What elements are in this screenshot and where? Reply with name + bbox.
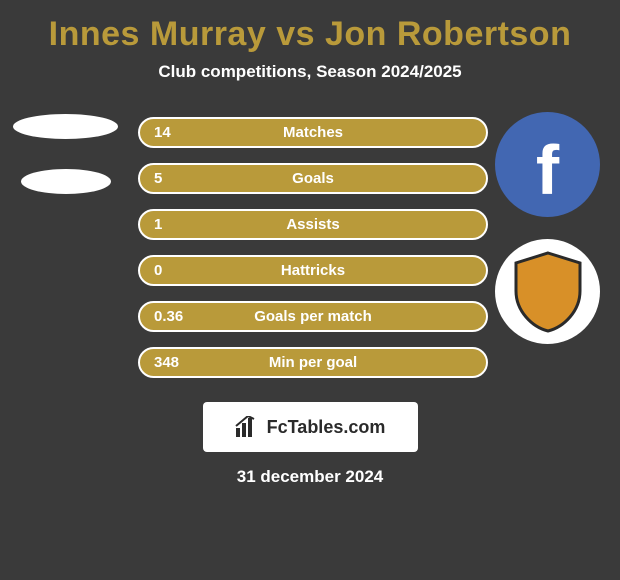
player-avatar bbox=[13, 114, 118, 139]
stat-bar-assists: 1 Assists bbox=[138, 209, 488, 240]
stat-value: 14 bbox=[154, 124, 171, 141]
page-title: Innes Murray vs Jon Robertson bbox=[0, 15, 620, 54]
stats-area: f 14 Matches 5 Goals 1 Assists bbox=[0, 117, 620, 387]
stat-value: 0.36 bbox=[154, 308, 183, 325]
stat-value: 5 bbox=[154, 170, 162, 187]
comparison-card: Innes Murray vs Jon Robertson Club compe… bbox=[0, 0, 620, 580]
stat-bars: 14 Matches 5 Goals 1 Assists 0 Hattricks… bbox=[138, 117, 488, 378]
stat-label: Matches bbox=[140, 124, 486, 141]
stat-label: Hattricks bbox=[140, 262, 486, 279]
stat-label: Goals bbox=[140, 170, 486, 187]
player-avatar bbox=[21, 169, 111, 194]
brand-text: FcTables.com bbox=[267, 417, 386, 438]
stat-bar-mpg: 348 Min per goal bbox=[138, 347, 488, 378]
stat-value: 348 bbox=[154, 354, 179, 371]
stat-value: 1 bbox=[154, 216, 162, 233]
stat-label: Assists bbox=[140, 216, 486, 233]
chart-icon bbox=[235, 416, 261, 438]
shield-icon bbox=[512, 251, 584, 333]
club-badge-icon bbox=[495, 239, 600, 344]
footer-date: 31 december 2024 bbox=[0, 467, 620, 487]
stat-bar-hattricks: 0 Hattricks bbox=[138, 255, 488, 286]
stat-label: Goals per match bbox=[140, 308, 486, 325]
shield-path bbox=[516, 253, 580, 331]
stat-value: 0 bbox=[154, 262, 162, 279]
stat-bar-matches: 14 Matches bbox=[138, 117, 488, 148]
brand-logo[interactable]: FcTables.com bbox=[203, 402, 418, 452]
stat-bar-goals: 5 Goals bbox=[138, 163, 488, 194]
facebook-icon[interactable]: f bbox=[495, 112, 600, 217]
stat-bar-gpm: 0.36 Goals per match bbox=[138, 301, 488, 332]
stat-label: Min per goal bbox=[140, 354, 486, 371]
right-icons: f bbox=[495, 112, 600, 366]
facebook-letter: f bbox=[536, 130, 559, 210]
subtitle: Club competitions, Season 2024/2025 bbox=[0, 62, 620, 82]
left-avatars bbox=[8, 114, 123, 224]
